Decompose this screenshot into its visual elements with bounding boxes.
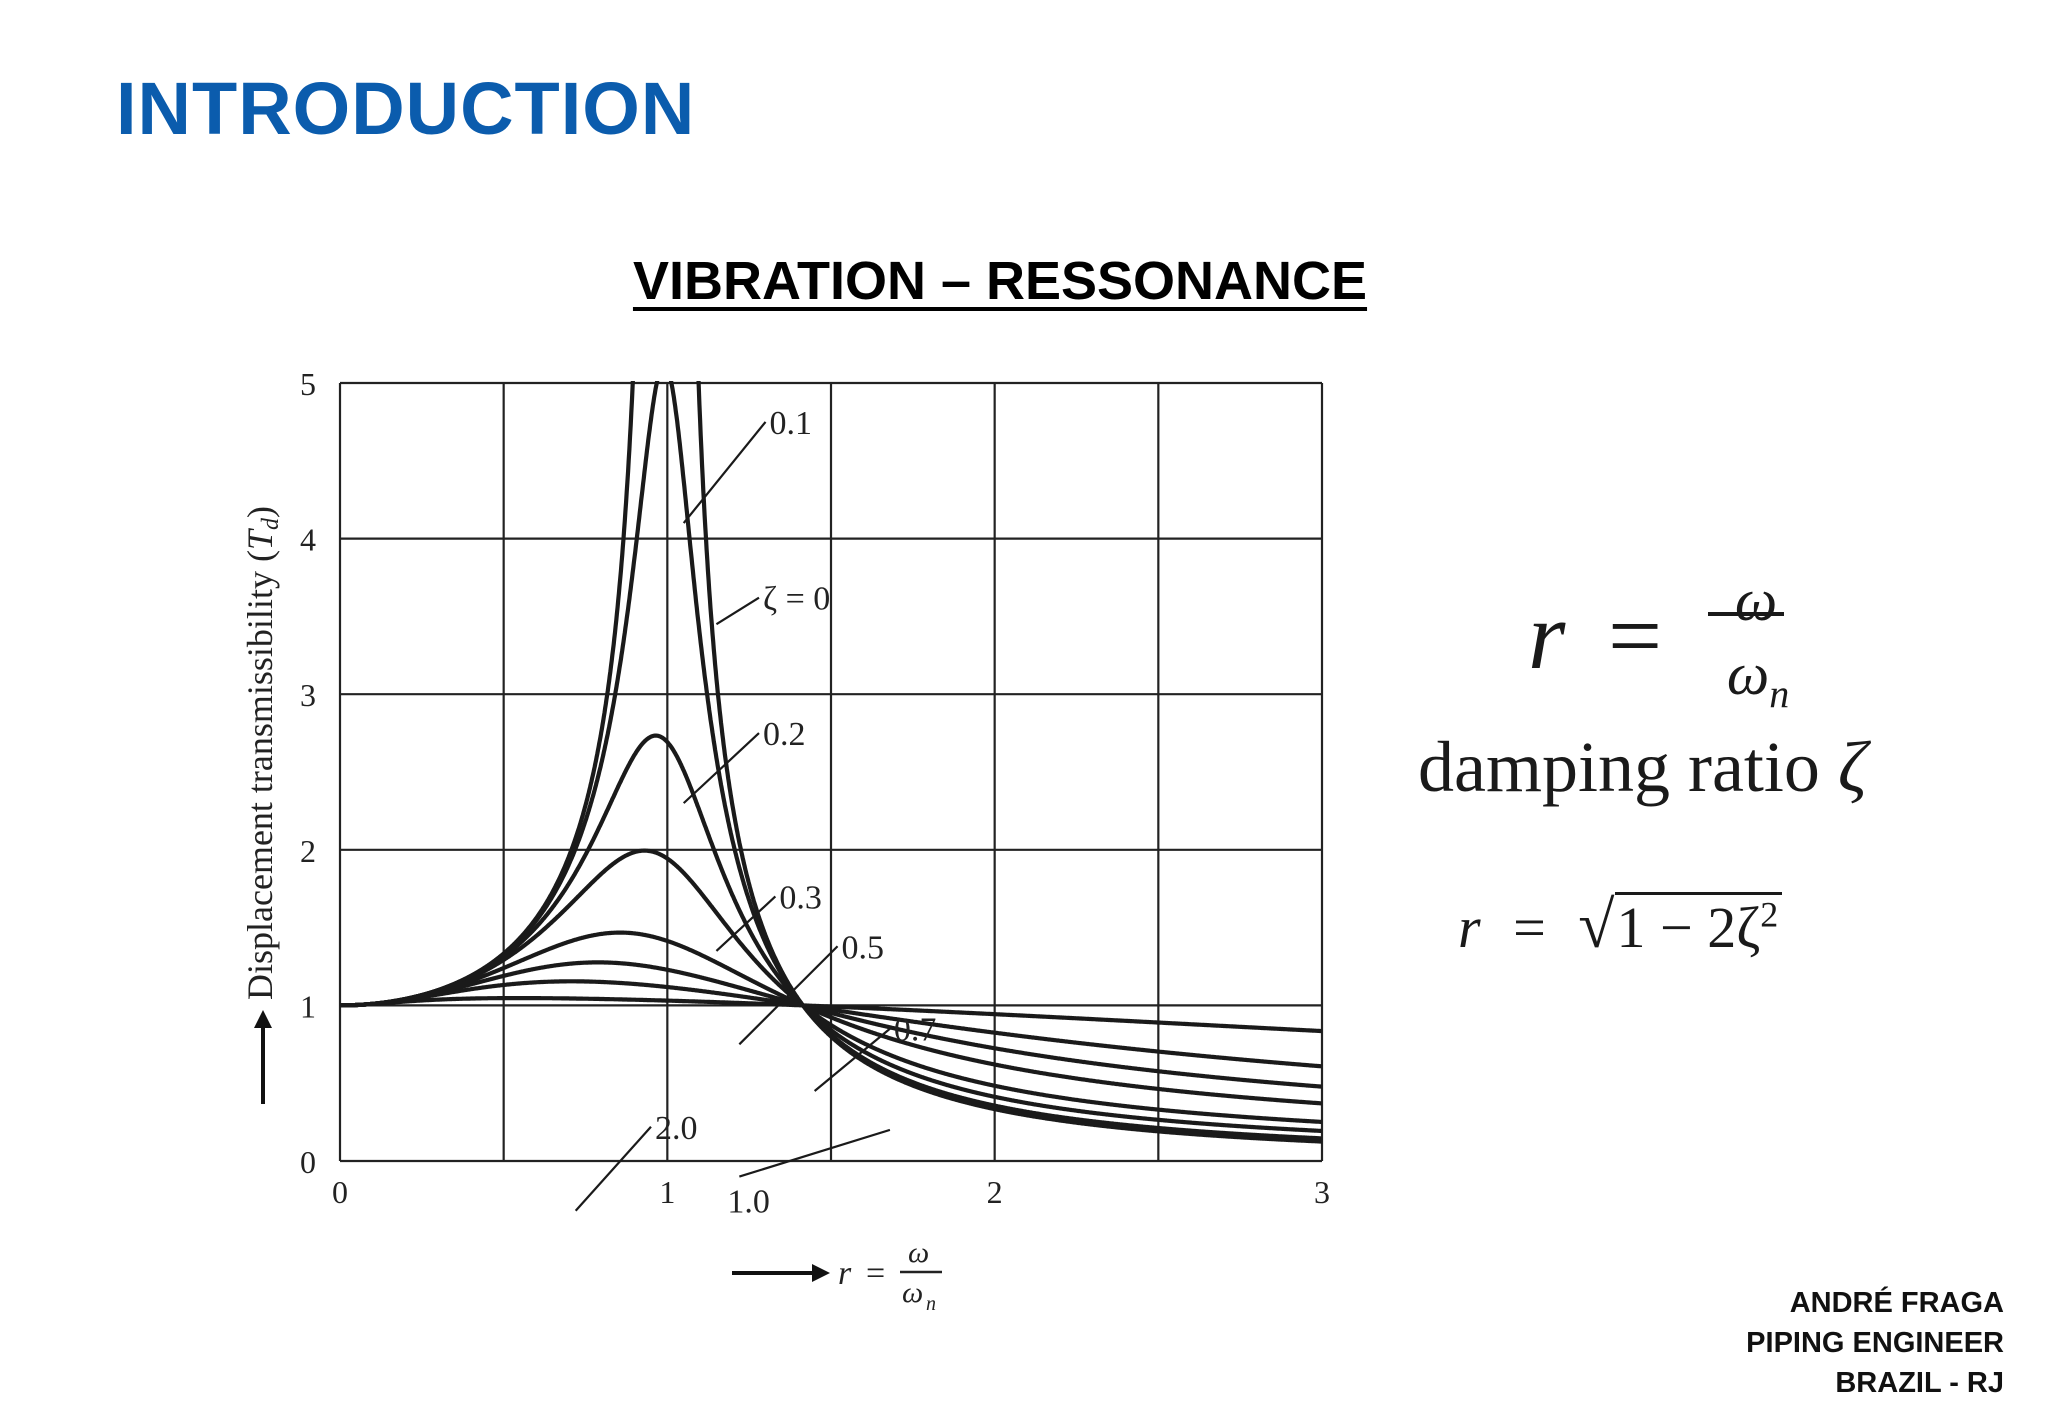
chart-annotations: 0.1 ζ = 0 0.2 0.3 0.5 0.7 1.0 2.0 <box>574 405 937 1221</box>
sqrt-sign: √ <box>1578 889 1615 962</box>
r-def-den-omega: ω <box>1726 641 1770 707</box>
resonance-eq: = <box>1513 895 1546 960</box>
x-axis-label: r = ω ω n <box>732 1236 942 1315</box>
series-curve-zeta-0-7 <box>340 960 1324 1089</box>
y-tick-label: 3 <box>300 677 316 713</box>
y-axis-arrow-head <box>254 1010 272 1028</box>
annotation-label-0-3: 0.3 <box>779 879 822 916</box>
slide-heading: INTRODUCTION <box>116 67 696 150</box>
annotation-leader-0-3 <box>715 895 777 952</box>
series-curve-zeta-0-2 <box>340 733 1324 1134</box>
annotation-leader-0-7 <box>813 1027 891 1092</box>
annotation-label-0-5: 0.5 <box>842 929 885 966</box>
damping-ratio-text: damping ratio <box>1418 727 1838 807</box>
x-axis-label-eq: = <box>866 1255 885 1292</box>
annotation-label-0-7: 0.7 <box>894 1012 937 1049</box>
r-definition-formula: r = ω ωn <box>1528 567 1798 716</box>
chart-ticks: 0 1 2 3 0 1 2 3 4 5 <box>300 366 1330 1210</box>
y-axis-label-text: Displacement transmissibility ( <box>240 550 280 1000</box>
y-tick-label: 1 <box>300 988 316 1024</box>
chart-title: VIBRATION – RESSONANCE <box>632 251 1368 311</box>
annotation-label-0: ζ = 0 <box>763 581 830 618</box>
author-role: PIPING ENGINEER <box>1746 1327 2004 1359</box>
author-name: ANDRÉ FRAGA <box>1789 1287 2004 1319</box>
y-axis-label-close: ) <box>240 506 280 518</box>
x-axis-label-num: ω <box>908 1236 929 1269</box>
y-tick-label: 2 <box>300 833 316 869</box>
annotation-leader-0-1 <box>682 421 767 524</box>
resonance-radicand-text: 1 − 2ζ <box>1616 895 1761 960</box>
series-curve-zeta-1 <box>340 979 1324 1069</box>
x-tick-label: 3 <box>1314 1174 1330 1210</box>
series-curve-zeta-0-5 <box>340 930 1324 1106</box>
author-block: ANDRÉ FRAGA PIPING ENGINEER BRAZIL - RJ <box>1746 1283 2004 1403</box>
x-tick-label: 1 <box>659 1174 675 1210</box>
annotation-leader-1 <box>739 1128 891 1178</box>
annotation-label-1: 1.0 <box>727 1184 770 1221</box>
chart-curves <box>340 381 1324 1144</box>
x-tick-label: 0 <box>332 1174 348 1210</box>
resonance-radicand: 1 − 2ζ2 <box>1614 892 1783 960</box>
resonance-formula: r = √1 − 2ζ2 <box>1458 888 1783 964</box>
series-curve-zeta-2 <box>340 996 1324 1034</box>
annotation-leader-0 <box>715 596 760 626</box>
svg-text:Displacement transmissibility: Displacement transmissibility (Td) <box>240 506 284 1000</box>
r-def-fraction-bar <box>1708 612 1784 616</box>
y-axis-label: Displacement transmissibility (Td) <box>240 506 284 1104</box>
y-tick-label: 4 <box>300 522 316 558</box>
chart-grid <box>338 381 1324 1163</box>
damping-ratio-label: damping ratio ζ <box>1418 726 1867 809</box>
annotation-leader-0-2 <box>682 732 760 804</box>
x-axis-label-r: r <box>838 1255 852 1292</box>
annotation-leader-2 <box>574 1126 652 1212</box>
y-tick-label: 5 <box>300 366 316 402</box>
r-def-den: ωn <box>1708 640 1808 717</box>
annotation-leader-0-5 <box>738 945 839 1046</box>
r-def-eq: = <box>1608 582 1663 689</box>
x-axis-label-den-sub: n <box>926 1293 936 1315</box>
r-def-num: ω <box>1734 567 1778 633</box>
damping-ratio-symbol: ζ <box>1837 727 1868 807</box>
y-tick-label: 0 <box>300 1144 316 1180</box>
annotation-label-0-1: 0.1 <box>770 405 813 442</box>
annotation-label-0-2: 0.2 <box>763 716 806 753</box>
x-axis-arrow-head <box>812 1264 830 1282</box>
series-curve-zeta-0-3 <box>340 848 1324 1124</box>
r-def-den-sub: n <box>1769 671 1790 716</box>
resonance-lhs: r <box>1458 895 1481 960</box>
x-tick-label: 2 <box>987 1174 1003 1210</box>
author-location: BRAZIL - RJ <box>1835 1367 2004 1399</box>
annotation-label-2: 2.0 <box>655 1110 698 1147</box>
r-def-lhs: r <box>1528 582 1566 689</box>
resonance-exponent: 2 <box>1760 894 1779 935</box>
y-axis-label-symbol: T <box>240 527 280 550</box>
y-axis-label-sub: d <box>258 517 284 530</box>
x-axis-label-den: ω <box>902 1276 923 1309</box>
